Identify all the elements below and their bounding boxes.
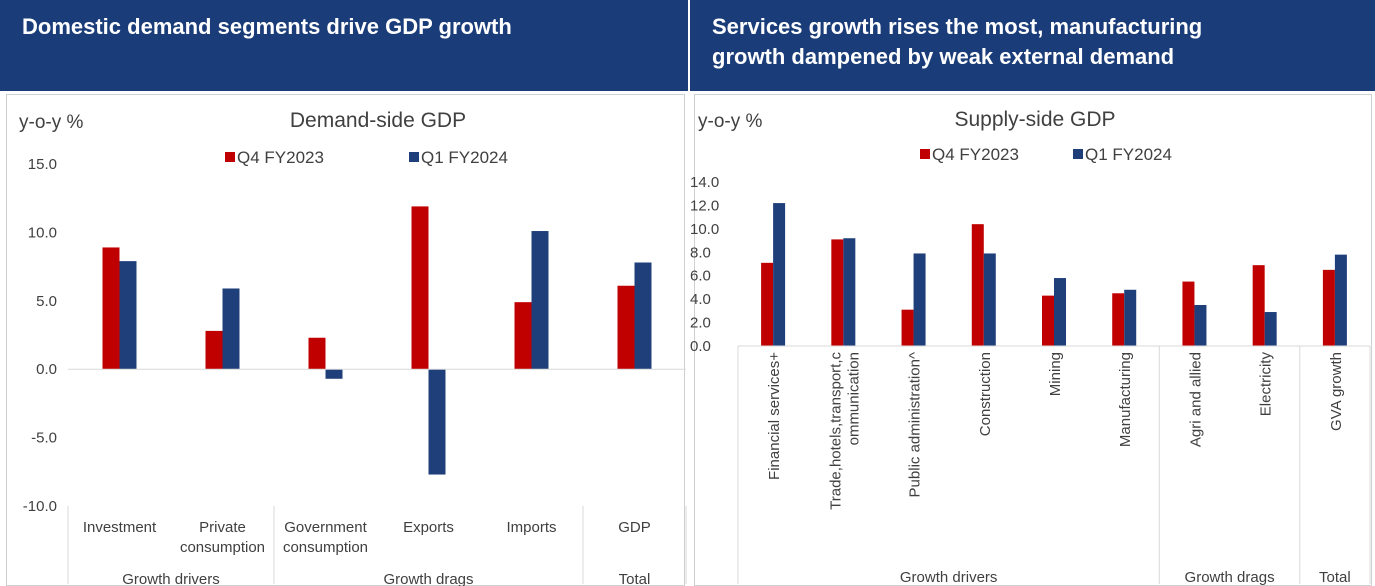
category-label-gdp: GDP <box>618 519 651 536</box>
right-header: Services growth rises the most, manufact… <box>688 0 1375 91</box>
bar-q1-fy2024-private-consumption <box>222 288 240 370</box>
bar-q1-fy2024-construction <box>983 253 996 346</box>
category-label-electricity: Electricity <box>1258 352 1275 417</box>
category-label-financial-services: Financial services+ <box>766 352 783 480</box>
bar-q1-fy2024-electricity <box>1264 312 1277 346</box>
y-tick-label: 2.0 <box>690 315 711 332</box>
bar-q4-fy2023-manufacturing <box>1112 293 1125 346</box>
right-header-title-line2: growth dampened by weak external demand <box>712 44 1175 69</box>
bar-q4-fy2023-gdp <box>617 285 635 370</box>
category-label-government-consumption: Government <box>284 519 367 536</box>
chart-title: Supply-side GDP <box>954 108 1115 131</box>
legend-swatch-q4-fy2023 <box>225 152 235 162</box>
bar-q4-fy2023-investment <box>102 247 120 370</box>
bar-q1-fy2024-financial-services <box>773 203 786 346</box>
y-tick-label: 0.0 <box>690 338 711 355</box>
category-label-agri-and-allied: Agri and allied <box>1187 352 1204 447</box>
y-tick-label: 6.0 <box>690 268 711 285</box>
legend-label-q4-fy2023: Q4 FY2023 <box>932 145 1019 164</box>
bar-q4-fy2023-trade-hotels-transport-communication <box>831 239 844 346</box>
bar-q1-fy2024-government-consumption <box>325 369 343 379</box>
y-tick-label: -10.0 <box>23 498 57 515</box>
right-header-title-line1: Services growth rises the most, manufact… <box>712 14 1203 39</box>
demand-side-chart: Demand-side GDP y-o-y % Q4 FY2023 Q1 FY2024… <box>19 109 687 586</box>
right-panel: Services growth rises the most, manufact… <box>688 0 1375 586</box>
y-tick-label: 8.0 <box>690 244 711 261</box>
left-header: Domestic demand segments drive GDP growt… <box>0 0 688 91</box>
bar-q1-fy2024-trade-hotels-transport-communication <box>843 238 856 346</box>
bar-q4-fy2023-gva-growth <box>1322 269 1335 346</box>
legend-swatch-q4-fy2023 <box>920 149 930 159</box>
y-tick-label: 4.0 <box>690 291 711 308</box>
legend-swatch-q1-fy2024 <box>409 152 419 162</box>
bar-q4-fy2023-agri-and-allied <box>1182 281 1195 346</box>
bar-q4-fy2023-exports <box>411 206 429 370</box>
group-label-growth-drivers: Growth drivers <box>900 569 998 586</box>
bar-q4-fy2023-imports <box>514 302 532 370</box>
y-tick-label: 5.0 <box>36 293 57 310</box>
category-label-public-administration: Public administration^ <box>907 352 924 497</box>
y-axis-label: y-o-y % <box>19 112 84 133</box>
category-label-private-consumption: consumption <box>180 539 265 556</box>
category-label-manufacturing: Manufacturing <box>1117 352 1134 447</box>
category-label-construction: Construction <box>977 352 994 436</box>
y-tick-label: 0.0 <box>36 361 57 378</box>
y-tick-label: 12.0 <box>690 197 719 214</box>
bar-q1-fy2024-gva-growth <box>1334 254 1347 346</box>
bar-q4-fy2023-government-consumption <box>308 337 326 370</box>
left-header-title: Domestic demand segments drive GDP growt… <box>22 14 512 39</box>
y-tick-label: 10.0 <box>690 221 719 238</box>
bar-q4-fy2023-mining <box>1042 295 1054 346</box>
category-label-investment: Investment <box>83 519 157 536</box>
group-label-total: Total <box>619 571 651 586</box>
category-label-exports: Exports <box>403 519 454 536</box>
y-tick-label: -5.0 <box>31 430 57 447</box>
bar-q4-fy2023-financial-services <box>761 262 774 346</box>
bar-q1-fy2024-agri-and-allied <box>1194 305 1207 346</box>
left-panel: Domestic demand segments drive GDP growt… <box>0 0 688 586</box>
category-label-government-consumption: consumption <box>283 539 368 556</box>
bar-q1-fy2024-mining <box>1054 278 1066 346</box>
bar-q4-fy2023-public-administration <box>901 309 914 346</box>
bar-q1-fy2024-imports <box>531 231 549 370</box>
legend-label-q1-fy2024: Q1 FY2024 <box>421 148 508 167</box>
bar-q1-fy2024-investment <box>119 261 137 370</box>
group-label-growth-drags: Growth drags <box>383 571 473 586</box>
bar-q4-fy2023-construction <box>971 224 984 346</box>
legend-label-q1-fy2024: Q1 FY2024 <box>1085 145 1172 164</box>
bar-q1-fy2024-manufacturing <box>1124 289 1137 346</box>
bar-q1-fy2024-public-administration <box>913 253 926 346</box>
category-label-gva-growth: GVA growth <box>1328 352 1345 431</box>
y-tick-label: 14.0 <box>690 174 719 191</box>
bar-q1-fy2024-exports <box>428 369 446 475</box>
bar-q4-fy2023-electricity <box>1252 265 1265 346</box>
y-tick-label: 15.0 <box>28 156 57 173</box>
category-label-imports: Imports <box>506 519 556 536</box>
chart-title: Demand-side GDP <box>290 109 466 132</box>
group-label-total: Total <box>1319 569 1351 586</box>
bar-q4-fy2023-private-consumption <box>205 330 223 370</box>
legend-swatch-q1-fy2024 <box>1073 149 1083 159</box>
legend-label-q4-fy2023: Q4 FY2023 <box>237 148 324 167</box>
y-tick-label: 10.0 <box>28 224 57 241</box>
y-axis-label: y-o-y % <box>698 111 763 132</box>
right-header-title: Services growth rises the most, manufact… <box>712 12 1355 72</box>
category-label-private-consumption: Private <box>199 519 246 536</box>
category-label-mining: Mining <box>1047 352 1064 396</box>
category-label-trade-hotels-transport-communication: Trade,hotels,transport,c <box>827 352 844 510</box>
supply-side-chart: Supply-side GDP y-o-y % Q4 FY2023 Q1 FY2024… <box>690 108 1371 586</box>
group-label-growth-drags: Growth drags <box>1185 569 1275 586</box>
category-label-trade-hotels-transport-communication: ommunication <box>845 352 862 445</box>
bar-q1-fy2024-gdp <box>634 262 652 370</box>
group-label-growth-drivers: Growth drivers <box>122 571 220 586</box>
